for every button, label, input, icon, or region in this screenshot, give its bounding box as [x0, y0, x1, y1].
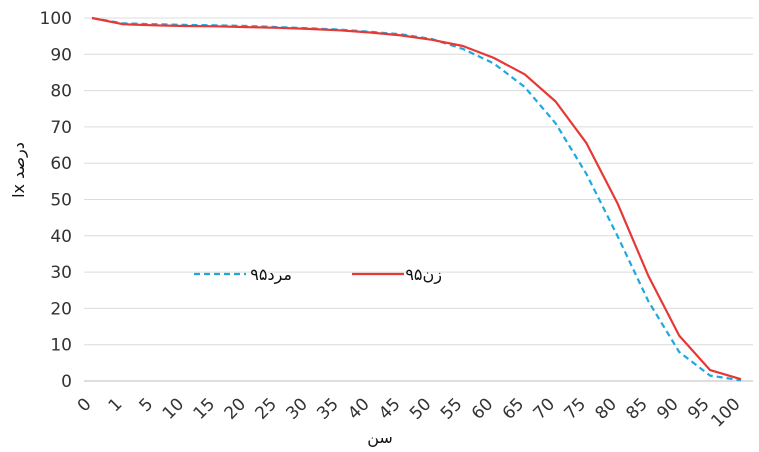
x-tick-label: 55 [437, 394, 466, 423]
legend-label-2: زن۹۵ [405, 265, 442, 285]
y-tick-label: 70 [50, 118, 72, 138]
gridlines [84, 17, 753, 382]
x-tick-label: 0 [74, 394, 96, 416]
x-tick-label: 1 [105, 394, 127, 416]
x-tick-label: 80 [591, 394, 620, 423]
y-tick-label: 30 [50, 263, 72, 283]
x-tick-label: 15 [190, 394, 219, 423]
y-tick-label: 0 [61, 372, 72, 392]
x-axis-ticks: 0 1 5 10 15 20 25 30 35 40 45 50 55 60 65 70 75 80 85 90 951… [74, 394, 745, 431]
x-tick-label: 25 [252, 394, 281, 423]
x-tick-label: 50 [406, 394, 435, 423]
y-tick-label: 100 [40, 9, 72, 29]
x-tick-label: 40 [344, 394, 373, 423]
legend-label-1: مرد۹۵ [250, 265, 292, 285]
x-tick-label: 20 [221, 394, 250, 423]
series-line-2 [91, 16, 742, 381]
legend: مرد۹۵ زن۹۵ [194, 265, 442, 285]
x-tick-label: 75 [561, 394, 590, 423]
y-axis-ticks: 0 10 20 30 40 50 60 70 80 90 100 [40, 9, 72, 392]
x-tick-label: 100 [707, 394, 744, 431]
y-tick-label: 20 [50, 299, 72, 319]
y-tick-label: 40 [50, 227, 72, 247]
x-tick-label: 10 [159, 394, 188, 423]
x-tick-label: 65 [499, 394, 528, 423]
x-tick-label: 70 [530, 394, 559, 423]
x-tick-label: 85 [622, 394, 651, 423]
y-tick-label: 90 [50, 45, 72, 65]
y-axis-title: lx درصد [9, 142, 29, 198]
x-tick-label: 35 [313, 394, 342, 423]
y-tick-label: 60 [50, 154, 72, 174]
x-tick-label: 30 [282, 394, 311, 423]
x-tick-label: 60 [468, 394, 497, 423]
x-axis-title: سن [367, 428, 393, 448]
series-lines [91, 16, 742, 382]
y-tick-label: 80 [50, 82, 72, 102]
y-tick-label: 10 [50, 336, 72, 356]
x-tick-label: 90 [653, 394, 682, 423]
x-tick-label: 5 [136, 394, 158, 416]
x-tick-label: 45 [375, 394, 404, 423]
y-tick-label: 50 [50, 191, 72, 211]
